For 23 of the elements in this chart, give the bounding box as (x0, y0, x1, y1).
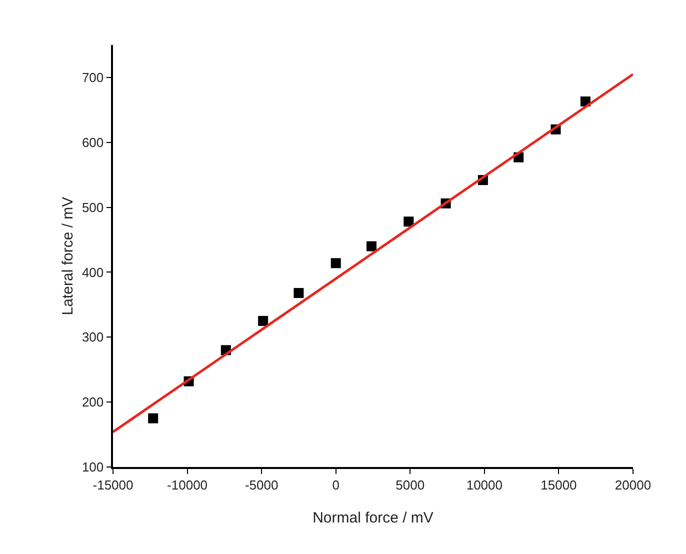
x-tick-label: -15000 (92, 477, 134, 492)
y-tick-label: 400 (82, 264, 104, 280)
point (258, 316, 268, 326)
point (404, 216, 414, 227)
point (330, 258, 341, 268)
x-tick-label: 20000 (614, 477, 652, 492)
y-tick-label: 300 (82, 330, 104, 345)
point (294, 288, 304, 298)
y-tick-label: 500 (82, 200, 104, 215)
x-tick-label: 5000 (396, 477, 425, 492)
y-tick-label: 200 (82, 394, 104, 410)
y-tick-label: 100 (82, 460, 104, 475)
y-tick-label: 700 (82, 70, 104, 86)
y-axis-title: Lateral force / mV (60, 196, 76, 316)
x-tick-label: -10000 (167, 477, 208, 492)
x-tick-label: 10000 (466, 477, 503, 492)
x-axis-title: Normal force / mV (312, 510, 434, 526)
x-tick-label: 15000 (540, 477, 577, 492)
point (366, 241, 377, 252)
x-tick-label: 0 (332, 477, 340, 492)
x-tick-label: -5000 (244, 477, 278, 492)
point (148, 413, 158, 424)
y-tick-label: 600 (82, 134, 104, 150)
